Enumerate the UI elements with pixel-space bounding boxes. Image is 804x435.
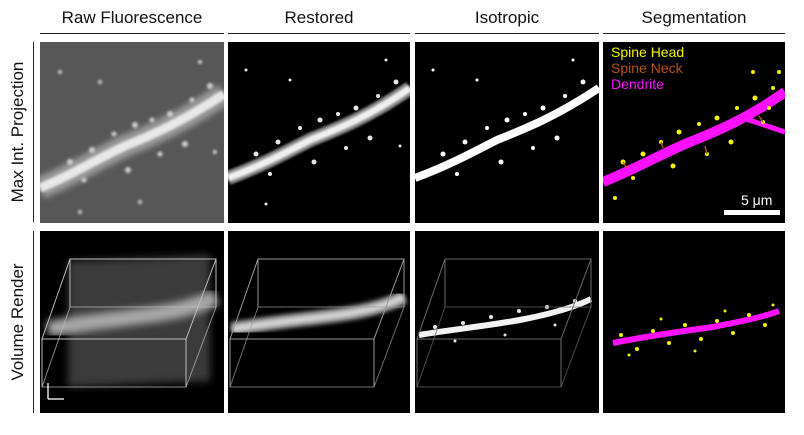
panel-volume-segmentation [603,231,785,413]
scale-bar [724,210,780,215]
dendrite-image-isotropic [415,42,599,223]
row-rule-mip [33,42,34,222]
dendrite-image-raw [40,42,224,223]
column-rule-segmentation [603,33,785,34]
volume-render-isotropic [415,231,599,413]
panel-volume-raw [40,231,224,413]
column-title-segmentation: Segmentation [641,8,747,27]
column-rule-isotropic [415,33,599,34]
segmentation-image [603,42,785,223]
panel-mip-restored [228,42,410,223]
legend-spine-neck: Spine Neck [611,60,683,76]
panel-volume-restored [228,231,410,413]
row-label-max-int-projection: Max Int. Projection [8,61,27,203]
row-rule-volume [33,231,34,413]
panel-mip-segmentation [603,42,785,223]
segmentation-legend: Spine Head Spine Neck Dendrite [611,44,684,92]
row-label-volume-render: Volume Render [8,263,27,381]
dendrite-image-restored [228,42,410,223]
volume-render-restored [228,231,410,413]
column-rule-raw [40,33,224,34]
scale-bar-label: 5 μm [741,192,773,208]
volume-render-raw [40,231,224,413]
panel-mip-raw [40,42,224,223]
column-rule-restored [228,33,410,34]
panel-volume-isotropic [415,231,599,413]
column-title-isotropic: Isotropic [474,8,540,27]
panel-mip-isotropic [415,42,599,223]
legend-spine-head: Spine Head [611,44,685,60]
column-title-raw-fluorescence: Raw Fluorescence [61,8,203,27]
legend-dendrite: Dendrite [611,76,664,92]
volume-render-segmentation [603,231,785,413]
column-title-restored: Restored [284,8,354,27]
